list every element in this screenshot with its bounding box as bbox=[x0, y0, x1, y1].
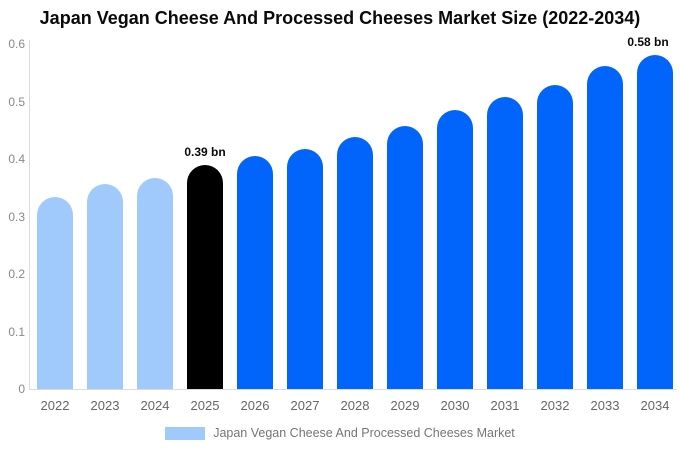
bar-2023[interactable] bbox=[87, 184, 123, 389]
bar-2030[interactable] bbox=[437, 110, 473, 389]
chart-title: Japan Vegan Cheese And Processed Cheeses… bbox=[39, 8, 641, 28]
x-axis-label-2025: 2025 bbox=[190, 398, 220, 413]
x-axis-label-2033: 2033 bbox=[590, 398, 620, 413]
x-axis-label-2023: 2023 bbox=[90, 398, 120, 413]
bar-value-label-2025: 0.39 bn bbox=[184, 145, 226, 159]
x-axis-label-2030: 2030 bbox=[440, 398, 470, 413]
y-axis-tick-label: 0.1 bbox=[8, 324, 25, 339]
x-axis-label-2032: 2032 bbox=[540, 398, 570, 413]
bar-2032[interactable] bbox=[537, 85, 573, 389]
y-axis-tick-label: 0.3 bbox=[8, 209, 25, 224]
bar-2025[interactable] bbox=[187, 165, 223, 389]
bar-2029[interactable] bbox=[387, 126, 423, 389]
y-axis-tick-label: 0.5 bbox=[8, 94, 25, 109]
chart-legend[interactable]: Japan Vegan Cheese And Processed Cheeses… bbox=[0, 426, 680, 440]
y-axis-tick-label: 0 bbox=[18, 382, 25, 396]
x-axis-label-2034: 2034 bbox=[640, 398, 670, 413]
bar-2022[interactable] bbox=[37, 197, 73, 389]
x-axis-label-2027: 2027 bbox=[290, 398, 320, 413]
legend-label: Japan Vegan Cheese And Processed Cheeses… bbox=[213, 426, 515, 440]
bar-2034[interactable] bbox=[637, 55, 673, 389]
bar-2026[interactable] bbox=[237, 156, 273, 389]
y-axis-tick-label: 0.6 bbox=[8, 37, 25, 51]
x-axis-label-2029: 2029 bbox=[390, 398, 420, 413]
x-axis-label-2031: 2031 bbox=[490, 398, 520, 413]
x-axis-line bbox=[29, 389, 677, 390]
legend-swatch bbox=[165, 426, 206, 440]
bar-2033[interactable] bbox=[587, 66, 623, 389]
bar-2024[interactable] bbox=[137, 178, 173, 389]
y-axis-tick-label: 0.2 bbox=[8, 267, 25, 281]
x-axis-label-2026: 2026 bbox=[240, 398, 270, 413]
x-axis-label-2028: 2028 bbox=[340, 398, 370, 413]
bar-2031[interactable] bbox=[487, 97, 523, 389]
x-axis-label-2024: 2024 bbox=[140, 398, 170, 413]
x-axis-label-2022: 2022 bbox=[40, 398, 70, 413]
bar-2028[interactable] bbox=[337, 137, 373, 389]
y-axis-line bbox=[29, 40, 30, 389]
bar-2027[interactable] bbox=[287, 149, 323, 389]
bar-value-label-2034: 0.58 bn bbox=[627, 35, 669, 49]
y-axis-tick-label: 0.4 bbox=[8, 152, 25, 166]
